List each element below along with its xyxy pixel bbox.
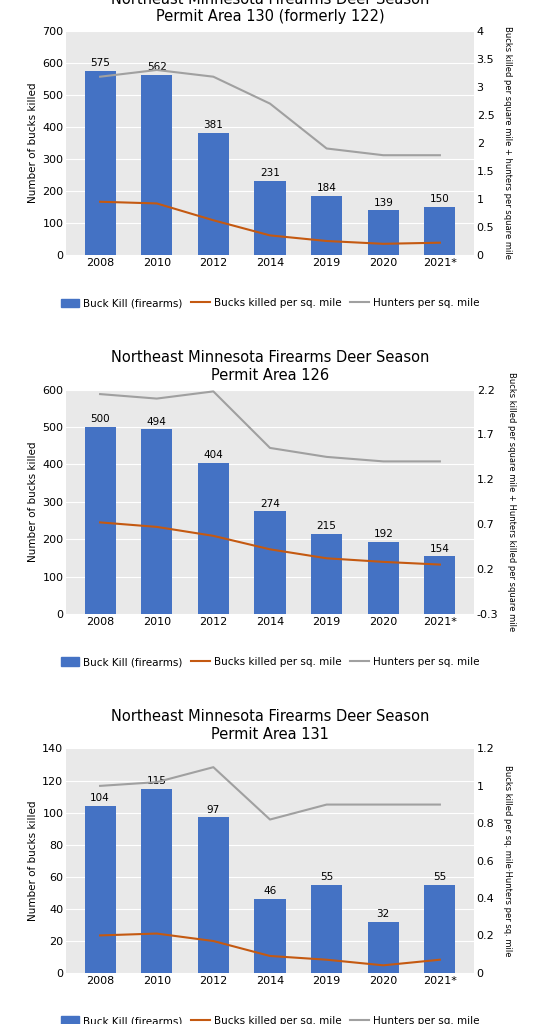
Bar	[311, 885, 342, 973]
Y-axis label: Number of bucks killed: Number of bucks killed	[28, 801, 38, 921]
Text: 274: 274	[260, 499, 280, 509]
Text: 381: 381	[203, 120, 223, 130]
Text: 55: 55	[433, 872, 446, 882]
Text: 150: 150	[430, 195, 450, 204]
Text: 104: 104	[90, 794, 110, 804]
Bar	[141, 788, 172, 973]
Bar	[198, 463, 229, 614]
Bar	[255, 899, 285, 973]
Text: 184: 184	[317, 183, 337, 194]
Text: 32: 32	[377, 909, 390, 919]
Bar	[368, 542, 399, 614]
Y-axis label: Bucks killed per square mile + hunters per square mile: Bucks killed per square mile + hunters p…	[503, 27, 512, 259]
Y-axis label: Bucks killed per square mile + Hunters killed per square mile: Bucks killed per square mile + Hunters k…	[506, 372, 516, 632]
Title: Northeast Minnesota Firearms Deer Season
Permit Area 131: Northeast Minnesota Firearms Deer Season…	[111, 710, 429, 741]
Bar	[424, 556, 456, 614]
Text: 97: 97	[207, 805, 220, 815]
Bar	[84, 427, 116, 614]
Text: 500: 500	[90, 415, 110, 424]
Text: 575: 575	[90, 58, 110, 68]
Legend: Buck Kill (firearms), Bucks killed per sq. mile, Hunters per sq. mile: Buck Kill (firearms), Bucks killed per s…	[56, 294, 484, 312]
Bar	[198, 133, 229, 255]
Bar	[311, 534, 342, 614]
Text: 154: 154	[430, 544, 450, 554]
Bar	[424, 207, 456, 255]
Bar	[198, 817, 229, 973]
Bar	[311, 196, 342, 255]
Legend: Buck Kill (firearms), Bucks killed per sq. mile, Hunters per sq. mile: Buck Kill (firearms), Bucks killed per s…	[56, 653, 484, 672]
Y-axis label: Number of bucks killed: Number of bucks killed	[28, 441, 38, 562]
Bar	[368, 922, 399, 973]
Text: 562: 562	[147, 62, 166, 73]
Text: 404: 404	[203, 451, 223, 460]
Text: 494: 494	[147, 417, 166, 427]
Title: Northeast Minnesota Firearms Deer Season
Permit Area 126: Northeast Minnesota Firearms Deer Season…	[111, 350, 429, 383]
Legend: Buck Kill (firearms), Bucks killed per sq. mile, Hunters per sq. mile: Buck Kill (firearms), Bucks killed per s…	[56, 1012, 484, 1024]
Bar	[255, 511, 285, 614]
Bar	[255, 181, 285, 255]
Text: 231: 231	[260, 168, 280, 178]
Bar	[368, 211, 399, 255]
Bar	[424, 885, 456, 973]
Y-axis label: Bucks killed per sq. mile·Hunters per sq. mile: Bucks killed per sq. mile·Hunters per sq…	[503, 765, 512, 956]
Text: 115: 115	[147, 776, 166, 785]
Bar	[84, 71, 116, 255]
Text: 139: 139	[374, 198, 393, 208]
Text: 55: 55	[320, 872, 333, 882]
Bar	[84, 806, 116, 973]
Text: 192: 192	[374, 529, 393, 540]
Text: 46: 46	[263, 887, 277, 896]
Bar	[141, 75, 172, 255]
Bar	[141, 429, 172, 614]
Text: 215: 215	[317, 521, 337, 530]
Title: Northeast Minnesota Firearms Deer Season
Permit Area 130 (formerly 122): Northeast Minnesota Firearms Deer Season…	[111, 0, 429, 24]
Y-axis label: Number of bucks killed: Number of bucks killed	[28, 83, 38, 203]
